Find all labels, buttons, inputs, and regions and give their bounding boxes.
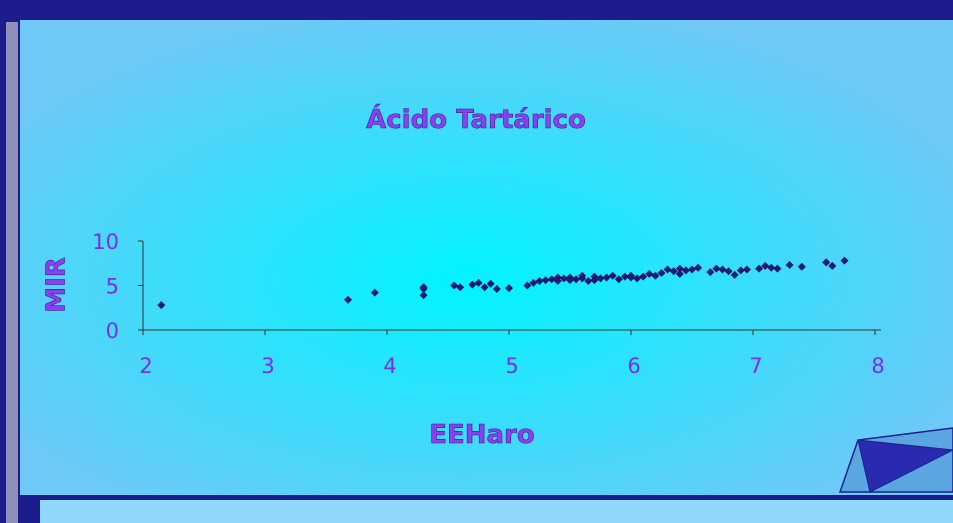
x-tick-label: 7 (749, 354, 762, 378)
y-tick-label: 10 (92, 230, 119, 254)
x-tick-label: 3 (261, 354, 274, 378)
x-tick-label: 6 (627, 354, 640, 378)
left-edge (6, 22, 18, 523)
x-tick-label: 5 (505, 354, 518, 378)
x-axis-label: EEHaro (429, 420, 535, 450)
y-tick-label: 0 (106, 319, 119, 343)
slide: Ácido Tartárico EEHaro MIR 0 5 10 2 3 4 5 6 7 8 (0, 0, 953, 523)
x-tick-label: 4 (383, 354, 396, 378)
y-tick-label: 5 (106, 275, 119, 299)
x-tick-label: 2 (139, 354, 152, 378)
page: {"chart_data": {"type": "scatter", "titl… (0, 0, 953, 523)
footer-band (40, 500, 953, 523)
chart-title: Ácido Tartárico (366, 103, 586, 135)
x-tick-label: 8 (871, 354, 884, 378)
y-axis-label: MIR (42, 257, 72, 313)
